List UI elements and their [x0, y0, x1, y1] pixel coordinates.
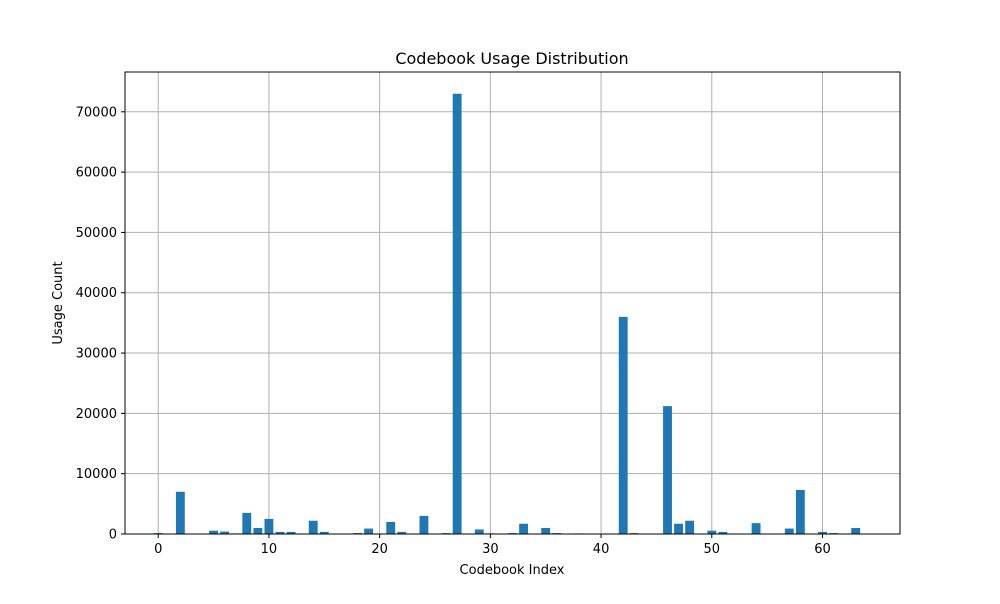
y-axis-ticks: 0 10000 20000 30000 40000 50000 60000 70000 — [76, 105, 125, 543]
y-tick-label: 60000 — [76, 166, 117, 181]
bar-29 — [474, 529, 484, 534]
y-tick-label: 40000 — [76, 286, 117, 301]
bar-9 — [253, 527, 263, 534]
bar-22 — [397, 531, 407, 534]
x-tick-label: 20 — [371, 542, 388, 557]
bar-46 — [663, 406, 672, 534]
x-tick-label: 30 — [482, 542, 499, 557]
x-tick-label: 40 — [593, 542, 610, 557]
grid — [125, 72, 900, 535]
y-tick-label: 70000 — [76, 105, 117, 120]
bar-42 — [618, 316, 628, 534]
bar-35 — [541, 527, 551, 534]
bar-14 — [308, 520, 318, 534]
bars — [153, 93, 861, 534]
bar-15 — [319, 531, 329, 534]
bar-27 — [452, 93, 462, 534]
x-tick-label: 60 — [814, 542, 831, 557]
bar-12 — [286, 531, 296, 534]
bar-6 — [220, 531, 230, 534]
bar-48 — [685, 520, 695, 534]
bar-60 — [818, 531, 827, 534]
bar-51 — [718, 531, 728, 534]
bar-11 — [275, 531, 285, 534]
x-tick-label: 50 — [704, 542, 721, 557]
bar-47 — [674, 523, 683, 534]
y-tick-label: 20000 — [76, 407, 117, 422]
y-tick-label: 50000 — [76, 226, 117, 241]
y-tick-label: 30000 — [76, 347, 117, 362]
y-tick-label: 0 — [109, 528, 117, 543]
x-tick-label: 10 — [261, 542, 278, 557]
bar-8 — [242, 512, 252, 534]
x-axis-label: Codebook Index — [460, 563, 565, 578]
bar-57 — [784, 528, 794, 534]
y-axis-label: Usage Count — [51, 261, 66, 344]
bar-50 — [707, 530, 717, 534]
chart-title: Codebook Usage Distribution — [395, 49, 628, 68]
bar-33 — [519, 523, 528, 534]
bar-5 — [209, 530, 218, 534]
y-tick-label: 10000 — [76, 467, 117, 482]
bar-24 — [419, 515, 429, 534]
x-axis-ticks: 0 10 20 30 40 50 60 — [154, 534, 831, 557]
bar-58 — [795, 489, 805, 534]
bar-2 — [175, 491, 185, 534]
x-tick-label: 0 — [154, 542, 162, 557]
bar-21 — [386, 521, 396, 534]
bar-10 — [264, 518, 274, 534]
bar-63 — [851, 527, 861, 534]
bar-19 — [364, 528, 373, 534]
bar-54 — [751, 523, 761, 534]
plot-frame — [124, 71, 901, 535]
